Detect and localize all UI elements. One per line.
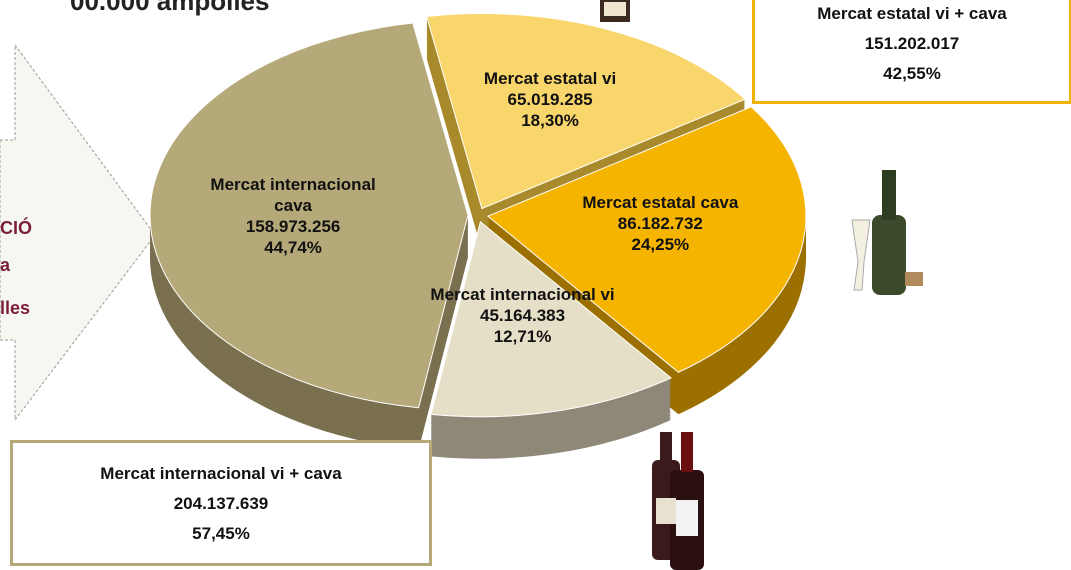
slice [430, 220, 672, 418]
annotation: CIÓ [0, 218, 33, 238]
total-label: Mercat internacional vi + cava [100, 464, 342, 483]
slice-count: 65.019.285 [507, 89, 593, 109]
chart-title: 00.000 ampolles [70, 0, 270, 16]
slice [149, 22, 469, 409]
total-count: 204.137.639 [173, 494, 269, 513]
slice-count: 158.973.256 [245, 217, 341, 237]
bottles-wine [652, 432, 704, 570]
slice-label: Mercat estatal cava 86.182.732 24,25% [565, 192, 755, 255]
total-count: 151.202.017 [864, 34, 960, 53]
slice-count: 45.164.383 [480, 305, 566, 325]
bottle-top [600, 0, 630, 22]
slice-label: Mercat internacional vi 45.164.383 12,71% [428, 284, 618, 347]
total-box: Mercat estatal vi + cava 151.202.017 42,55… [752, 0, 1071, 104]
slice-label: Mercat internacional cava 158.973.256 44,7… [198, 174, 388, 258]
slice-count: 86.182.732 [617, 213, 703, 233]
slice [486, 106, 807, 373]
total-percent: 42,55% [883, 64, 941, 83]
annotation: lles [0, 298, 31, 318]
annotation: a [0, 255, 11, 275]
bottle-champagne [851, 170, 923, 295]
slice-name: Mercat estatal vi [483, 68, 617, 88]
total-label: Mercat estatal vi + cava [817, 4, 1007, 23]
slice-name: Mercat estatal cava [582, 192, 739, 212]
slice-percent: 18,30% [521, 110, 579, 130]
arrow-shape [0, 43, 156, 422]
total-box: Mercat internacional vi + cava 204.137.63… [10, 440, 432, 566]
slice [426, 13, 747, 210]
slice-percent: 12,71% [493, 326, 552, 346]
total-percent: 57,45% [192, 524, 250, 543]
slice-percent: 24,25% [631, 234, 690, 254]
slice-label: Mercat estatal vi 65.019.285 18,30% [455, 68, 645, 131]
slice-name: Mercat internacional vi [430, 284, 615, 304]
slice-percent: 44,74% [264, 238, 322, 258]
slice-name: Mercat internacional cava [210, 175, 376, 216]
